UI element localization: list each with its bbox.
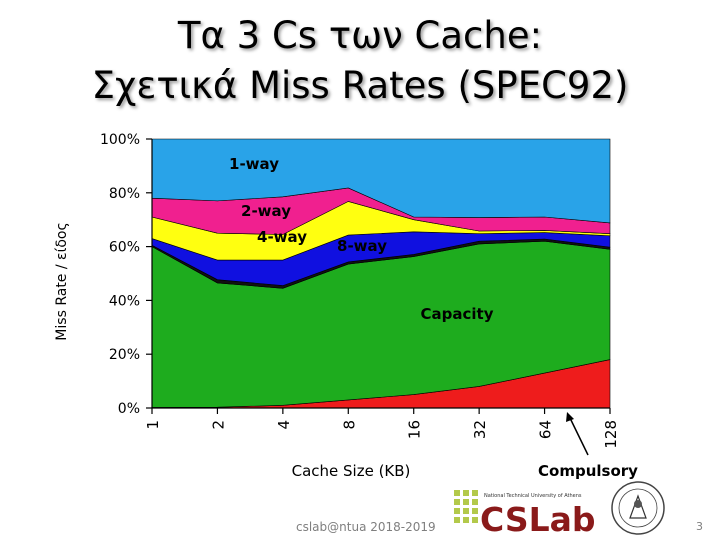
annotation-8-way: 8-way [337,237,387,255]
x-axis: 1 2 4 8 16 32 64 128 Cache Size (KB) [144,407,620,480]
x-tick-label: 32 [471,420,489,439]
compulsory-arrowhead [566,412,574,422]
slide-title-line-2: Σχετικά Miss Rates (SPEC92) [91,64,629,107]
annotation-compulsory: Compulsory [538,462,638,480]
area-series-1-way [151,138,611,224]
y-tick-label: 100% [100,132,140,148]
y-tick-label: 40% [109,293,140,309]
cslab-logo: National Technical University of Athens … [452,486,602,539]
x-tick-label: 1 [144,420,162,430]
y-tick-label: 80% [109,186,140,202]
compulsory-arrow [569,417,589,456]
footer-text: cslab@ntua 2018-2019 [296,520,436,534]
x-tick-label: 8 [340,420,358,430]
cslab-logo-graphic: National Technical University of Athens … [454,490,596,539]
x-tick-label: 16 [406,420,424,439]
chart-annotations: 1-way 2-way 4-way 8-way Capacity Compulsory [229,155,638,480]
logo-text: CSLab [480,500,596,536]
annotation-1-way: 1-way [229,155,279,173]
y-tick-label: 0% [118,401,140,417]
x-tick-label: 64 [537,420,555,439]
x-tick-label: 128 [602,420,620,449]
y-tick-label: 60% [109,240,140,256]
annotation-2-way: 2-way [241,202,291,220]
y-axis: 0% 20% 40% 60% 80% 100% Miss Rate / είδος [54,132,153,417]
x-tick-label: 4 [275,420,293,430]
slide-title-line-1: Τα 3 Cs των Cache: [177,14,543,57]
university-seal [611,481,665,535]
annotation-4-way: 4-way [257,228,307,246]
x-tick-label: 2 [209,420,227,430]
annotation-capacity: Capacity [421,305,494,323]
y-axis-title: Miss Rate / είδος [54,222,70,340]
chart-areas [151,138,611,409]
x-axis-title: Cache Size (KB) [292,462,411,480]
page-number: 3 [696,520,703,533]
y-tick-label: 20% [109,347,140,363]
logo-caption: National Technical University of Athens [484,493,582,499]
